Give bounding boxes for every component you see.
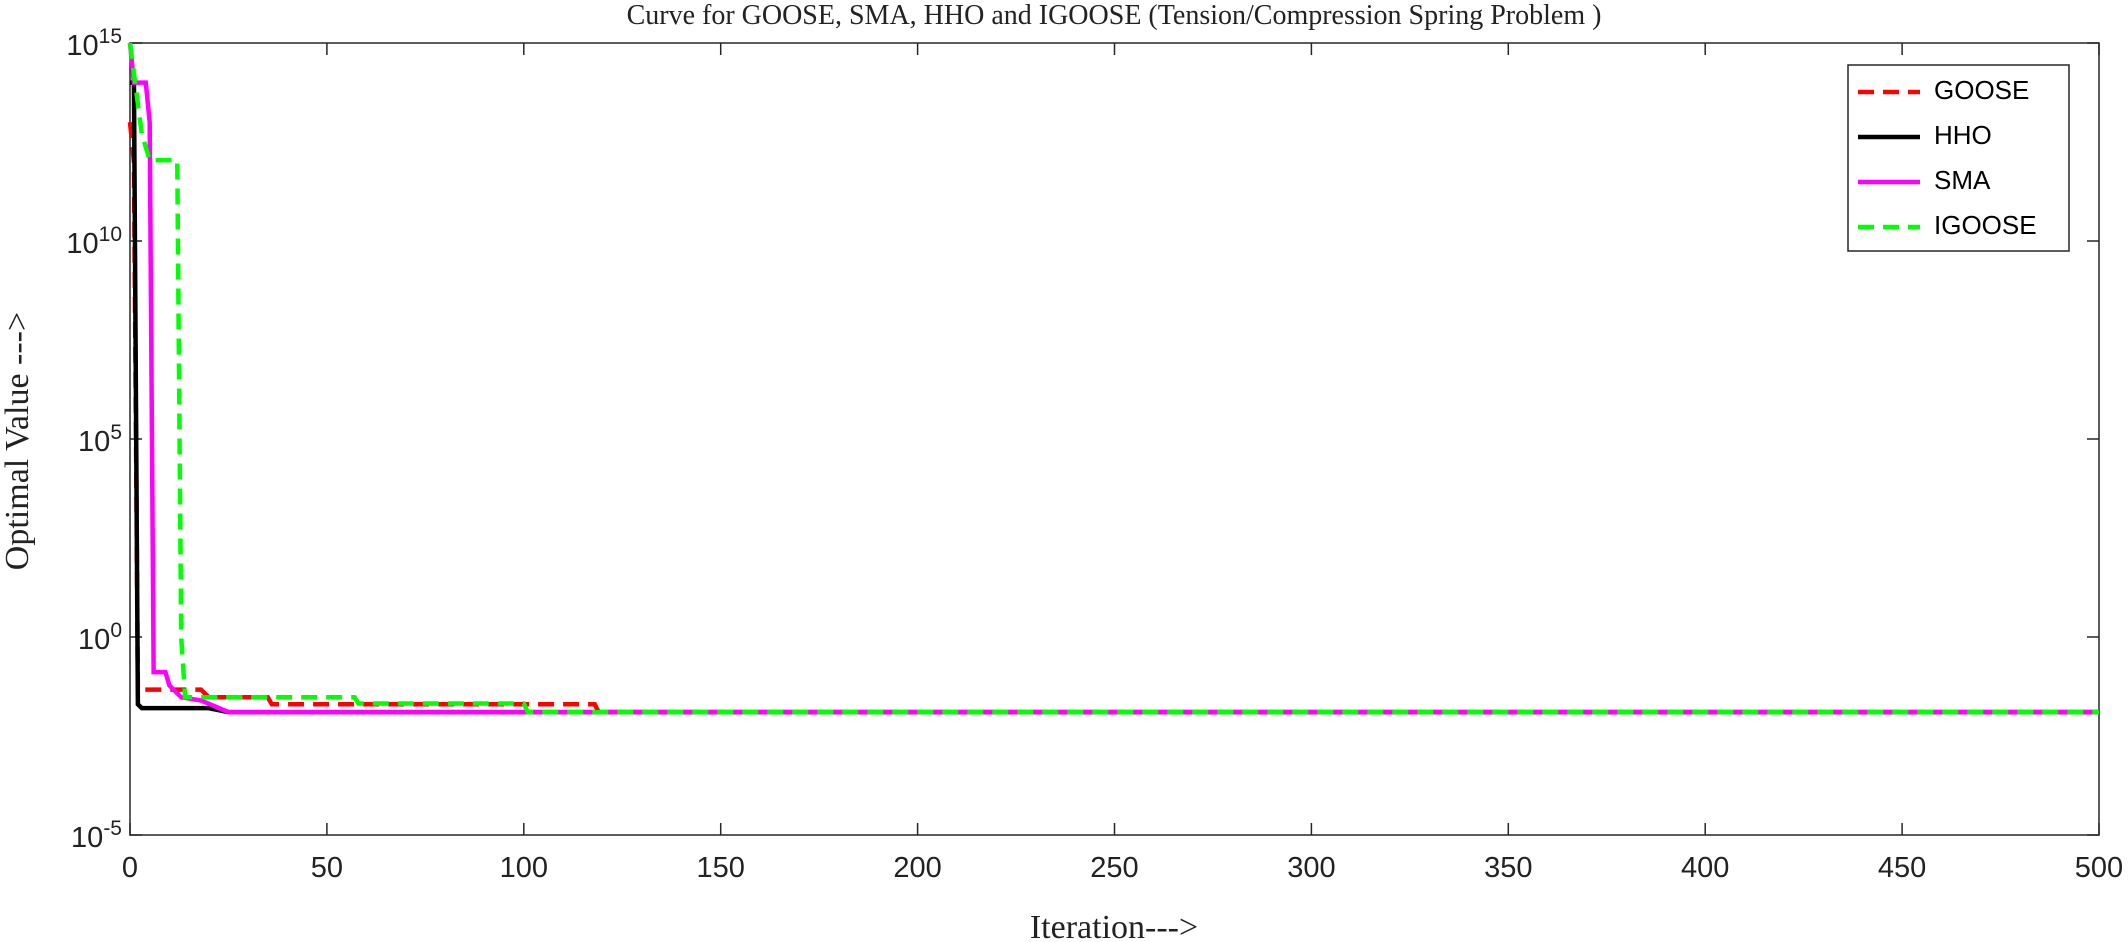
y-tick-label: 105 (78, 421, 122, 458)
legend-label: GOOSE (1934, 75, 2029, 105)
y-tick-label: 10-5 (71, 817, 122, 854)
series-line (127, 42, 2099, 715)
chart-title: Curve for GOOSE, SMA, HHO and IGOOSE (Te… (627, 0, 1602, 31)
x-tick-label: 300 (1287, 852, 1335, 884)
legend-box (1847, 64, 2070, 252)
x-tick-label: 250 (1090, 852, 1138, 884)
x-tick-label: 200 (893, 852, 941, 884)
legend-label: HHO (1934, 120, 1992, 150)
x-tick-label: 0 (122, 852, 138, 884)
y-tick-label: 1015 (66, 25, 122, 62)
x-tick-label: 400 (1681, 852, 1729, 884)
series-line (127, 121, 2099, 715)
y-axis-label: Optimal Value ---> (0, 312, 36, 570)
x-axis-label: Iteration---> (1030, 909, 1198, 942)
x-tick-label: 100 (500, 852, 548, 884)
x-tick-label: 150 (697, 852, 745, 884)
y-tick-label: 1010 (66, 223, 122, 260)
plot-frame (129, 42, 2100, 836)
legend-label: IGOOSE (1934, 210, 2037, 240)
series-line (127, 42, 2099, 715)
x-tick-label: 450 (1878, 852, 1926, 884)
series-line (130, 80, 2099, 715)
x-tick-label: 500 (2075, 852, 2123, 884)
y-tick-label: 100 (78, 619, 122, 656)
x-tick-label: 50 (311, 852, 343, 884)
x-tick-label: 350 (1484, 852, 1532, 884)
legend-label: SMA (1934, 165, 1991, 195)
